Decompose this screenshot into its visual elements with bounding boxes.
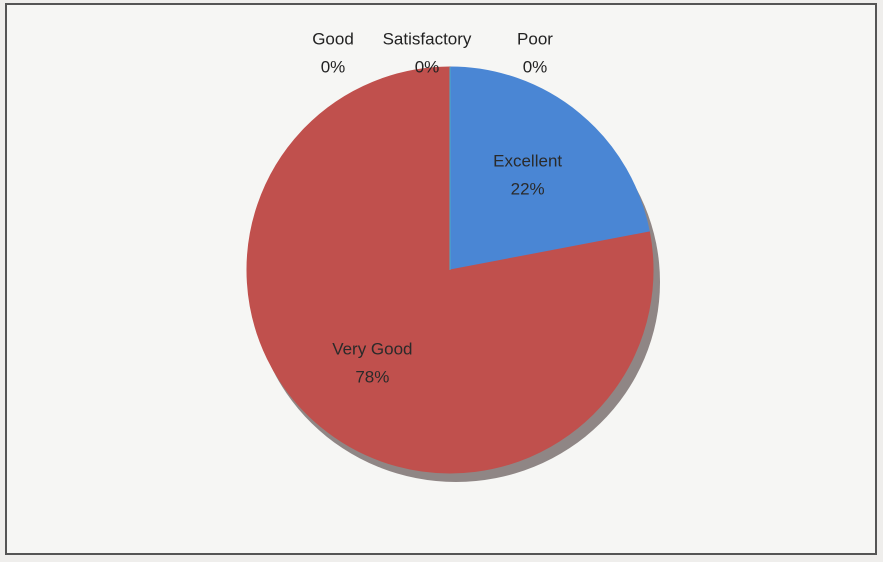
category-label: Satisfactory [383, 29, 472, 48]
value-label: 22% [511, 180, 545, 199]
category-label: Very Good [332, 339, 412, 358]
value-label: 0% [415, 57, 440, 76]
pie-slice [449, 66, 650, 271]
value-label: 0% [523, 57, 548, 76]
value-label: 0% [321, 57, 346, 76]
category-label: Poor [517, 29, 553, 48]
category-label: Excellent [493, 152, 562, 171]
value-label: 78% [355, 367, 389, 386]
category-label: Good [312, 29, 354, 48]
